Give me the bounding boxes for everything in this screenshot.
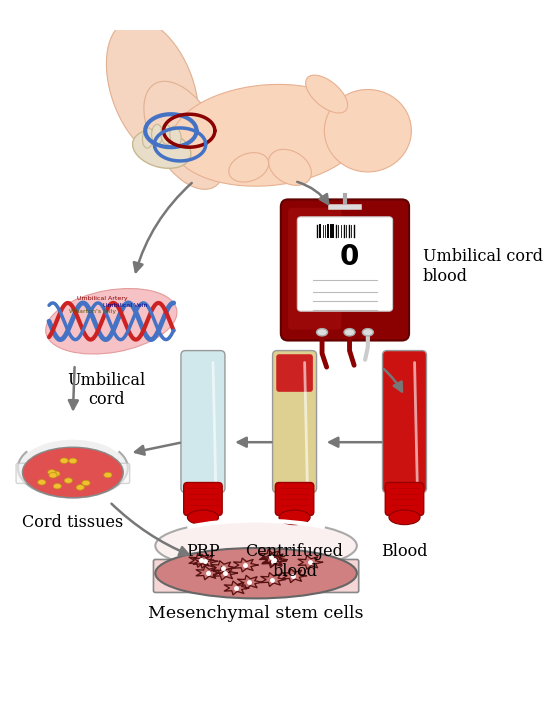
Ellipse shape — [76, 485, 84, 491]
Ellipse shape — [106, 19, 199, 160]
Polygon shape — [298, 555, 323, 569]
FancyBboxPatch shape — [275, 483, 314, 516]
Ellipse shape — [48, 470, 56, 475]
Text: Umbilical
cord: Umbilical cord — [67, 372, 146, 408]
Polygon shape — [233, 558, 258, 572]
FancyBboxPatch shape — [276, 354, 313, 392]
Ellipse shape — [64, 478, 72, 483]
Text: Umbilical Vein: Umbilical Vein — [103, 303, 147, 308]
Text: 0: 0 — [340, 243, 359, 271]
Polygon shape — [262, 553, 287, 567]
Polygon shape — [237, 575, 262, 589]
Ellipse shape — [363, 328, 373, 336]
FancyBboxPatch shape — [184, 483, 222, 516]
Ellipse shape — [155, 548, 357, 598]
Polygon shape — [189, 553, 213, 567]
Text: Umbilical cord
blood: Umbilical cord blood — [423, 248, 543, 285]
FancyBboxPatch shape — [297, 217, 393, 311]
Ellipse shape — [22, 447, 123, 498]
FancyBboxPatch shape — [16, 463, 130, 483]
Ellipse shape — [170, 126, 181, 146]
Ellipse shape — [161, 124, 172, 144]
Polygon shape — [260, 550, 284, 563]
Ellipse shape — [133, 130, 191, 169]
Ellipse shape — [49, 473, 57, 478]
FancyBboxPatch shape — [288, 208, 341, 330]
Polygon shape — [224, 581, 248, 595]
Ellipse shape — [306, 75, 348, 113]
Ellipse shape — [268, 149, 311, 186]
Ellipse shape — [143, 128, 154, 148]
Ellipse shape — [144, 81, 226, 189]
Ellipse shape — [229, 153, 268, 182]
Polygon shape — [261, 573, 285, 586]
Text: Wharton's Jelly: Wharton's Jelly — [70, 309, 116, 314]
Ellipse shape — [82, 481, 90, 486]
Ellipse shape — [152, 124, 163, 144]
Text: Mesenchymal stem cells: Mesenchymal stem cells — [148, 605, 364, 623]
FancyBboxPatch shape — [181, 351, 225, 493]
Ellipse shape — [46, 288, 177, 354]
Ellipse shape — [187, 510, 218, 525]
Polygon shape — [211, 560, 236, 575]
Ellipse shape — [60, 458, 69, 463]
FancyBboxPatch shape — [154, 560, 359, 593]
Ellipse shape — [324, 89, 412, 172]
Ellipse shape — [171, 84, 363, 186]
Ellipse shape — [52, 471, 60, 476]
Polygon shape — [193, 554, 218, 568]
Ellipse shape — [316, 328, 328, 336]
Text: Blood: Blood — [381, 543, 428, 560]
Text: PRP: PRP — [186, 543, 220, 560]
Ellipse shape — [18, 438, 128, 498]
Ellipse shape — [155, 521, 357, 571]
Ellipse shape — [38, 480, 46, 485]
FancyBboxPatch shape — [383, 351, 427, 493]
Ellipse shape — [344, 328, 355, 336]
Polygon shape — [282, 569, 306, 583]
Text: Cord tissues: Cord tissues — [22, 513, 124, 531]
Polygon shape — [196, 566, 221, 580]
Text: Centrifuged
blood: Centrifuged blood — [246, 543, 344, 580]
Ellipse shape — [329, 135, 343, 154]
Text: Umbilical Artery: Umbilical Artery — [77, 296, 128, 301]
Ellipse shape — [53, 483, 61, 489]
Ellipse shape — [279, 510, 310, 525]
Polygon shape — [262, 554, 286, 568]
FancyBboxPatch shape — [281, 199, 409, 341]
FancyBboxPatch shape — [272, 351, 316, 493]
Ellipse shape — [69, 458, 77, 463]
Ellipse shape — [104, 472, 112, 478]
Ellipse shape — [389, 510, 420, 525]
FancyBboxPatch shape — [385, 483, 424, 516]
Polygon shape — [213, 566, 237, 580]
